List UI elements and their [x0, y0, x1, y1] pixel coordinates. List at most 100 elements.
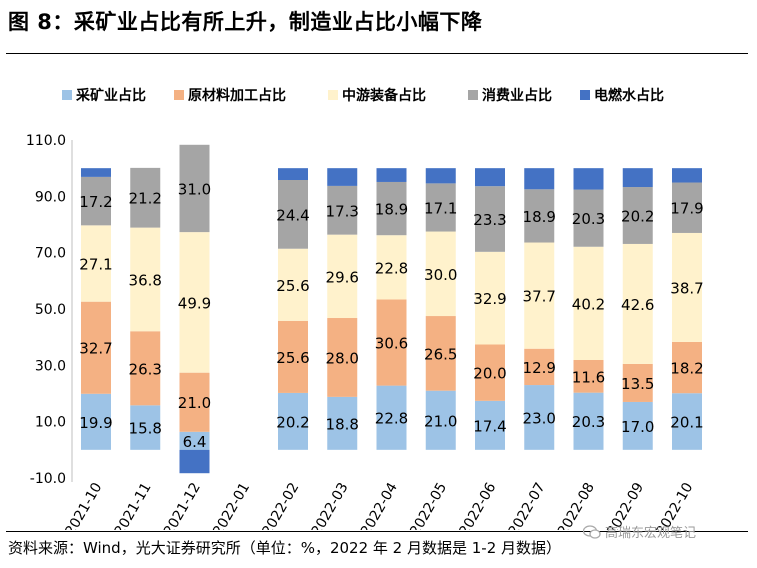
- data-label: 12.9: [523, 359, 556, 377]
- legend-label: 中游装备占比: [342, 87, 426, 104]
- y-tick-label: 30.0: [35, 358, 66, 374]
- data-label: 36.8: [129, 271, 162, 289]
- data-label: 18.2: [670, 360, 703, 378]
- bar-segment: [524, 242, 555, 349]
- wechat-icon: [583, 524, 601, 539]
- title-divider: [6, 53, 748, 54]
- x-tick-label: 2022-06: [456, 480, 499, 530]
- data-label: 20.3: [572, 210, 605, 228]
- bar-segment: [376, 235, 407, 300]
- bar-segment: [179, 431, 210, 450]
- bar-segment: [622, 401, 653, 450]
- bar-segment: [475, 186, 505, 252]
- bar-segment: [130, 331, 161, 406]
- bar-segment: [573, 189, 604, 247]
- data-label: 22.8: [375, 410, 408, 428]
- y-tick-label: 70.0: [35, 246, 66, 262]
- data-label: 18.8: [326, 415, 359, 433]
- bar-segment: [672, 168, 702, 183]
- data-label: 31.0: [178, 180, 211, 198]
- bar-segment: [179, 449, 210, 474]
- bar-segment: [327, 234, 358, 319]
- y-tick-label: 10.0: [35, 415, 66, 431]
- y-tick-label: 50.0: [35, 302, 66, 318]
- data-label: 42.6: [621, 296, 654, 314]
- bar-segment: [475, 344, 505, 401]
- data-label: 28.0: [326, 349, 359, 367]
- data-label: 20.3: [572, 413, 605, 431]
- x-tick-label: 2022-07: [506, 480, 549, 530]
- bar-segment: [179, 232, 210, 373]
- data-label: 20.1: [670, 414, 703, 432]
- bar-segment: [278, 168, 308, 180]
- legend-swatch: [580, 90, 590, 100]
- bar-segment: [475, 168, 505, 187]
- bar-segment: [573, 392, 604, 450]
- x-tick-label: 2022-04: [358, 480, 401, 530]
- bar-segment: [179, 144, 210, 233]
- bar-segment: [130, 405, 161, 450]
- bar-segment: [622, 168, 653, 188]
- bar-segment: [278, 320, 308, 393]
- legend-swatch: [328, 90, 338, 100]
- bar-segment: [327, 318, 358, 397]
- bar-segment: [573, 246, 604, 360]
- data-label: 6.4: [183, 433, 207, 451]
- data-label: 20.0: [473, 365, 506, 383]
- x-tick-label: 2022-01: [210, 480, 253, 530]
- data-label: 15.8: [129, 420, 162, 438]
- data-label: 40.2: [572, 295, 605, 313]
- source-note: 资料来源：Wind，光大证券研究所（单位：%，2022 年 2 月数据是 1-2…: [8, 539, 562, 557]
- y-tick-label: 90.0: [35, 189, 66, 205]
- bar-segment: [130, 167, 161, 228]
- data-label: 21.2: [129, 190, 162, 208]
- data-label: 23.3: [473, 211, 506, 229]
- bar-segment: [622, 363, 653, 402]
- bar-segment: [622, 243, 653, 364]
- data-label: 26.5: [424, 345, 457, 363]
- data-label: 17.4: [473, 417, 506, 435]
- watermark-text: 高瑞东宏观笔记: [605, 526, 697, 541]
- x-tick-label: 2022-02: [259, 480, 302, 530]
- bar-segment: [81, 393, 111, 450]
- data-label: 18.9: [523, 208, 556, 226]
- legend-label: 消费业占比: [482, 87, 552, 104]
- bar-segment: [327, 185, 358, 235]
- x-tick-label: 2021-10: [62, 480, 105, 530]
- bar-segment: [425, 168, 456, 184]
- stacked-bar-chart: 采矿业占比 原材料加工占比 中游装备占比 消费业占比 电燃水占比 -10.0 10.0 30.…: [26, 87, 704, 530]
- data-label: 17.1: [424, 199, 457, 217]
- bar-segment: [524, 189, 555, 243]
- legend-label: 电燃水占比: [594, 87, 664, 104]
- legend-swatch: [174, 90, 184, 100]
- bar-segment: [81, 176, 111, 226]
- footer-divider: [6, 531, 748, 532]
- page-title: 图 8：采矿业占比有所上升，制造业占比小幅下降: [8, 10, 483, 34]
- data-label: 38.7: [670, 279, 703, 297]
- data-label: 17.3: [326, 202, 359, 220]
- data-label: 24.4: [276, 206, 309, 224]
- data-label: 20.2: [621, 207, 654, 225]
- data-label: 21.0: [178, 394, 211, 412]
- bar-segment: [278, 179, 308, 249]
- data-label: 49.9: [178, 294, 211, 312]
- data-label: 19.9: [79, 414, 112, 432]
- data-label: 26.3: [129, 360, 162, 378]
- bar-segment: [475, 251, 505, 345]
- bar-segment: [130, 227, 161, 332]
- bar-segment: [672, 341, 702, 394]
- bar-segment: [425, 183, 456, 232]
- x-tick-label: 2022-05: [407, 480, 450, 530]
- x-tick-label: 2021-11: [112, 480, 155, 530]
- data-label: 21.0: [424, 412, 457, 430]
- data-label: 27.1: [79, 256, 112, 274]
- bar-segment: [81, 301, 111, 394]
- data-label: 17.9: [670, 200, 703, 218]
- watermark: 高瑞东宏观笔记: [583, 522, 696, 541]
- bar-segment: [425, 316, 456, 391]
- bar-segment: [573, 168, 604, 190]
- y-tick-label: -10.0: [30, 471, 66, 487]
- data-label: 11.6: [572, 368, 605, 386]
- data-label: 23.0: [523, 409, 556, 427]
- bar-segment: [327, 168, 358, 186]
